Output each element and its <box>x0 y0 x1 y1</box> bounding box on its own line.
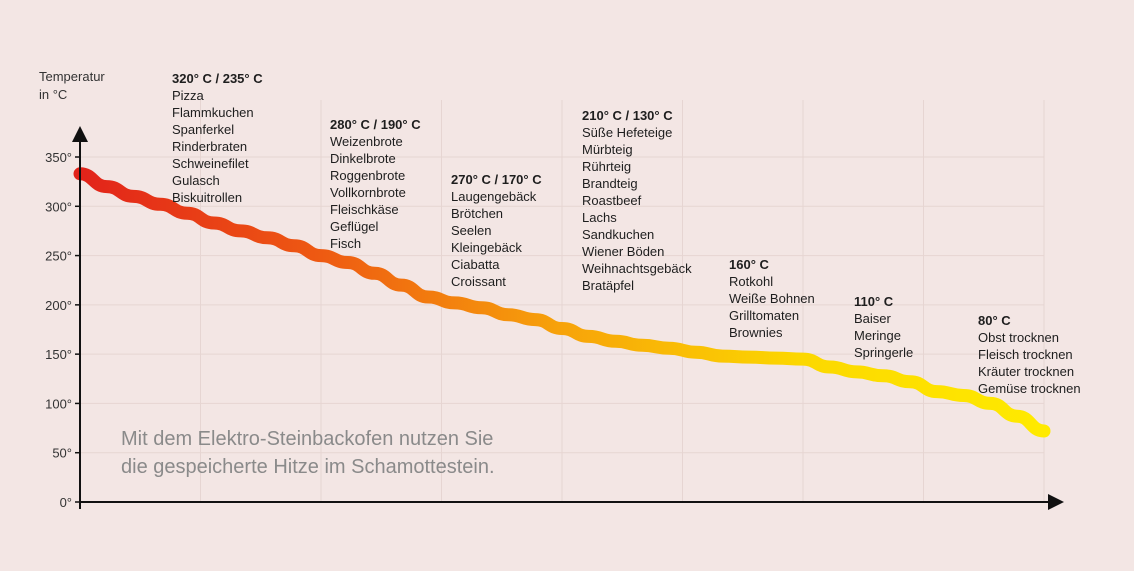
group-item: Fleischkäse <box>330 202 399 217</box>
group-heading: 80° C <box>978 313 1011 328</box>
group-item: Gulasch <box>172 173 220 188</box>
grid-lines <box>80 100 1045 502</box>
y-axis-ticks: 0° 50° 100° 150° 200° 250° 300° 350° <box>45 150 80 510</box>
group-item: Geflügel <box>330 219 379 234</box>
temperature-line <box>73 167 1051 438</box>
y-axis-label-line-1: Temperatur <box>39 69 105 84</box>
group-item: Biskuitrollen <box>172 190 243 205</box>
y-tick-label: 50° <box>52 446 72 461</box>
group-item: Grilltomaten <box>729 308 800 323</box>
group-item: Rotkohl <box>729 274 774 289</box>
group-item: Obst trocknen <box>978 330 1059 345</box>
group-160: 160° C Rotkohl Weiße Bohnen Grilltomaten… <box>729 256 815 341</box>
group-heading: 320° C / 235° C <box>172 71 263 86</box>
group-item: Vollkornbrote <box>330 185 406 200</box>
chart-caption: Mit dem Elektro-Steinbackofen nutzen Sie… <box>121 425 495 481</box>
y-tick-label: 150° <box>45 347 72 362</box>
group-item: Rührteig <box>582 159 632 174</box>
group-heading: 210° C / 130° C <box>582 108 673 123</box>
group-320-235: 320° C / 235° C Pizza Flammkuchen Spanfe… <box>172 70 263 206</box>
group-item: Wiener Böden <box>582 244 665 259</box>
group-item: Brötchen <box>451 206 504 221</box>
group-item: Weiße Bohnen <box>729 291 815 306</box>
group-item: Sandkuchen <box>582 227 655 242</box>
group-heading: 270° C / 170° C <box>451 172 542 187</box>
group-item: Flammkuchen <box>172 105 254 120</box>
y-axis-label: Temperatur in °C <box>39 68 105 104</box>
group-item: Lachs <box>582 210 617 225</box>
caption-line-1: Mit dem Elektro-Steinbackofen nutzen Sie <box>121 428 494 450</box>
group-item: Weihnachtsgebäck <box>582 261 692 276</box>
group-item: Kleingebäck <box>451 240 522 255</box>
group-heading: 160° C <box>729 257 769 272</box>
group-item: Pizza <box>172 88 204 103</box>
group-item: Brandteig <box>582 176 638 191</box>
group-item: Fleisch trocknen <box>978 347 1073 362</box>
group-80: 80° C Obst trocknen Fleisch trocknen Krä… <box>978 312 1081 397</box>
group-heading: 110° C <box>854 294 894 309</box>
group-item: Meringe <box>854 328 901 343</box>
group-item: Weizenbrote <box>330 134 403 149</box>
group-110: 110° C Baiser Meringe Springerle <box>854 293 913 361</box>
group-item: Rinderbraten <box>172 139 248 154</box>
group-item: Brownies <box>729 325 783 340</box>
group-item: Ciabatta <box>451 257 500 272</box>
group-210-130: 210° C / 130° C Süße Hefeteige Mürbteig … <box>582 107 692 294</box>
group-item: Bratäpfel <box>582 278 635 293</box>
group-item: Springerle <box>854 345 914 360</box>
group-item: Schweinefilet <box>172 156 249 171</box>
group-item: Baiser <box>854 311 891 326</box>
group-item: Fisch <box>330 236 362 251</box>
group-item: Spanferkel <box>172 122 235 137</box>
group-item: Roastbeef <box>582 193 642 208</box>
group-item: Süße Hefeteige <box>582 125 673 140</box>
group-item: Laugengebäck <box>451 189 537 204</box>
group-item: Roggenbrote <box>330 168 406 183</box>
y-axis-label-line-2: in °C <box>39 87 68 102</box>
group-item: Dinkelbrote <box>330 151 396 166</box>
caption-line-2: die gespeicherte Hitze im Schamottestein… <box>121 456 495 478</box>
group-270-170: 270° C / 170° C Laugengebäck Brötchen Se… <box>451 171 542 290</box>
y-tick-label: 200° <box>45 298 72 313</box>
group-280-190: 280° C / 190° C Weizenbrote Dinkelbrote … <box>330 116 421 252</box>
y-tick-label: 300° <box>45 199 72 214</box>
group-item: Seelen <box>451 223 492 238</box>
y-tick-label: 350° <box>45 150 72 165</box>
group-heading: 280° C / 190° C <box>330 117 421 132</box>
group-item: Mürbteig <box>582 142 633 157</box>
y-tick-label: 100° <box>45 396 72 411</box>
group-item: Croissant <box>451 274 506 289</box>
y-tick-label: 250° <box>45 249 72 264</box>
y-tick-label: 0° <box>60 495 72 510</box>
group-item: Gemüse trocknen <box>978 381 1081 396</box>
group-item: Kräuter trocknen <box>978 364 1075 379</box>
